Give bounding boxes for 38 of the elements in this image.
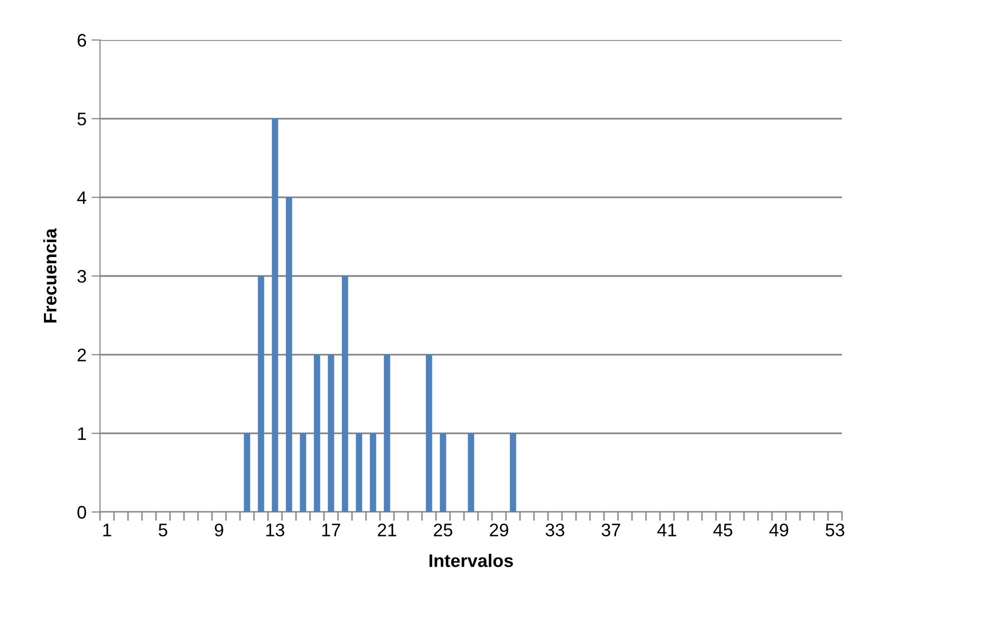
bar (272, 118, 278, 512)
y-tick-label: 6 (78, 34, 86, 47)
x-tick-label: 25 (434, 524, 452, 536)
bar (510, 433, 516, 512)
y-tick-label: 5 (77, 112, 86, 126)
x-tick-label: 17 (322, 524, 340, 536)
x-tick-label: 13 (266, 524, 284, 536)
bar (356, 433, 362, 512)
bar (468, 433, 474, 512)
bar (426, 354, 432, 512)
x-tick-label: 33 (546, 524, 564, 536)
x-tick-label: 45 (713, 524, 732, 536)
bar (258, 276, 264, 512)
bar (342, 276, 348, 512)
bar (300, 433, 306, 512)
x-tick-label: 21 (378, 524, 396, 536)
x-tick-label: 53 (826, 524, 844, 536)
bar (384, 354, 390, 512)
x-tick-label: 29 (490, 524, 508, 536)
x-tick-label: 9 (214, 524, 224, 536)
y-tick-label: 3 (77, 270, 86, 283)
x-tick-label: 41 (657, 524, 676, 536)
bar (286, 197, 292, 512)
y-tick-label: 4 (77, 191, 86, 204)
bar (328, 354, 334, 512)
x-tick-label: 1 (103, 524, 112, 536)
bar (314, 354, 320, 512)
x-tick-label: 37 (602, 524, 620, 536)
y-axis-title: Frecuencia (43, 228, 57, 322)
bar (244, 433, 250, 512)
bar (370, 433, 376, 512)
bar (440, 433, 446, 512)
y-tick-label: 0 (77, 506, 86, 519)
y-tick-label: 2 (78, 348, 86, 362)
x-axis-title: Intervalos (430, 554, 513, 568)
x-tick-label: 49 (769, 524, 788, 536)
x-tick-label: 5 (158, 524, 168, 536)
y-tick-label: 1 (78, 427, 86, 440)
